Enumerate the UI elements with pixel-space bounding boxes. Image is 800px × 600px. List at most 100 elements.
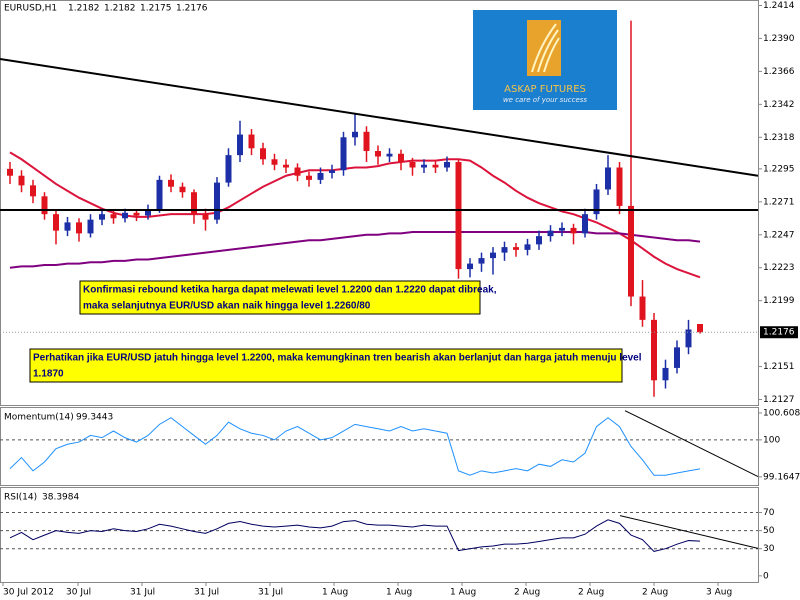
rsi-name: RSI(14) bbox=[4, 493, 37, 503]
candle-body bbox=[306, 175, 312, 180]
momentum-value: 99.3443 bbox=[76, 413, 113, 423]
y-tick-label: 1.2223 bbox=[763, 263, 795, 273]
candle-body bbox=[536, 236, 542, 245]
candle-body bbox=[53, 214, 59, 231]
rsi-value: 38.3984 bbox=[42, 493, 79, 503]
logo-title: ASKAP FUTURES bbox=[504, 84, 586, 95]
candle-body bbox=[444, 162, 450, 168]
candle-body bbox=[271, 159, 278, 165]
candle-body bbox=[386, 153, 393, 157]
annotation-box bbox=[79, 280, 481, 315]
y-tick-label: 1.2414 bbox=[763, 1, 795, 11]
trend-line bbox=[619, 515, 759, 549]
candle-body bbox=[363, 131, 370, 152]
candle-body bbox=[651, 319, 657, 381]
momentum-panel bbox=[0, 407, 759, 486]
annotation-text: 1.1870 bbox=[33, 369, 64, 380]
rsi-panel bbox=[0, 487, 759, 583]
candle-body bbox=[87, 219, 94, 234]
annotation-text: Perhatikan jika EUR/USD jatuh hingga lev… bbox=[33, 353, 642, 364]
candle-body bbox=[582, 214, 588, 234]
y-tick-label: 1.2199 bbox=[763, 296, 795, 306]
y-tick-label: 99.1647 bbox=[763, 472, 800, 482]
symbol-title: EURUSD,H1 bbox=[4, 4, 57, 14]
candle-body bbox=[99, 214, 105, 220]
current-price-label: 1.2176 bbox=[763, 328, 795, 338]
candle-body bbox=[559, 227, 565, 231]
candle-body bbox=[202, 214, 209, 220]
y-tick-label: 1.2366 bbox=[763, 67, 795, 77]
logo-tagline: we care of your success bbox=[503, 96, 587, 104]
candle-body bbox=[398, 153, 404, 162]
y-tick-label: 0 bbox=[763, 571, 769, 581]
candle-body bbox=[455, 162, 462, 270]
candle-body bbox=[501, 247, 508, 253]
candle-body bbox=[352, 131, 358, 138]
candle-body bbox=[317, 172, 324, 180]
x-tick-label: 31 Jul bbox=[258, 588, 283, 598]
candle-body bbox=[76, 222, 82, 234]
candle-body bbox=[375, 151, 381, 157]
candle-body bbox=[294, 167, 301, 176]
candle-body bbox=[409, 162, 416, 168]
x-tick-label: 30 Jul 2012 bbox=[3, 588, 54, 598]
candle-body bbox=[421, 164, 427, 168]
low-price: 1.2175 bbox=[140, 4, 172, 14]
y-tick-label: 50 bbox=[763, 526, 775, 536]
candle-body bbox=[122, 212, 128, 219]
candle-body bbox=[616, 167, 623, 206]
momentum-name: Momentum(14) bbox=[4, 413, 74, 423]
x-tick-label: 1 Aug bbox=[450, 588, 476, 598]
candle-body bbox=[432, 164, 439, 168]
y-tick-label: 1.2247 bbox=[763, 230, 795, 240]
candle-body bbox=[674, 347, 680, 368]
candle-body bbox=[467, 263, 473, 270]
candle-body bbox=[133, 212, 140, 216]
candle-body bbox=[283, 164, 289, 168]
candle-body bbox=[41, 196, 48, 215]
x-tick-label: 2 Aug bbox=[578, 588, 604, 598]
candle-body bbox=[179, 186, 186, 193]
annotation-box bbox=[29, 348, 623, 383]
candle-body bbox=[329, 170, 335, 173]
y-tick-label: 70 bbox=[763, 508, 775, 518]
candle-body bbox=[225, 155, 232, 183]
x-tick-label: 1 Aug bbox=[322, 588, 348, 598]
x-tick-label: 2 Aug bbox=[514, 588, 540, 598]
candle-body bbox=[191, 192, 197, 215]
candle-body bbox=[7, 168, 13, 176]
x-tick-label: 31 Jul bbox=[194, 588, 219, 598]
price-panel bbox=[0, 0, 759, 406]
y-tick-label: 100 bbox=[763, 435, 780, 445]
x-tick-label: 3 Aug bbox=[706, 588, 732, 598]
trend-line bbox=[0, 58, 759, 177]
y-tick-label: 1.2271 bbox=[763, 197, 795, 207]
trend-line bbox=[624, 410, 759, 478]
candle-body bbox=[64, 222, 71, 231]
candle-body bbox=[214, 182, 220, 220]
high-price: 1.2182 bbox=[104, 4, 136, 14]
candle-body bbox=[156, 179, 163, 211]
candle-body bbox=[18, 175, 25, 186]
logo-icon bbox=[527, 20, 561, 76]
indicator-line bbox=[9, 519, 701, 552]
current-price-box bbox=[760, 326, 798, 339]
open-price: 1.2182 bbox=[68, 4, 100, 14]
candle-body bbox=[248, 134, 255, 149]
annotation-text: Konfirmasi rebound ketika harga dapat me… bbox=[83, 285, 497, 296]
candle-body bbox=[30, 185, 36, 197]
indicator-line bbox=[9, 417, 701, 476]
y-tick-label: 100.6086 bbox=[763, 408, 800, 418]
y-tick-label: 30 bbox=[763, 544, 775, 554]
candle-body bbox=[168, 179, 174, 187]
candle-body bbox=[524, 244, 531, 250]
y-tick-label: 1.2390 bbox=[763, 34, 795, 44]
logo: ASKAP FUTURES we care of your success bbox=[473, 10, 617, 110]
candle-body bbox=[570, 227, 577, 234]
x-tick-label: 1 Aug bbox=[386, 588, 412, 598]
logo-stripes bbox=[531, 23, 560, 73]
y-tick-label: 1.2151 bbox=[763, 362, 795, 372]
candle-body bbox=[685, 329, 692, 348]
x-tick-label: 2 Aug bbox=[642, 588, 668, 598]
